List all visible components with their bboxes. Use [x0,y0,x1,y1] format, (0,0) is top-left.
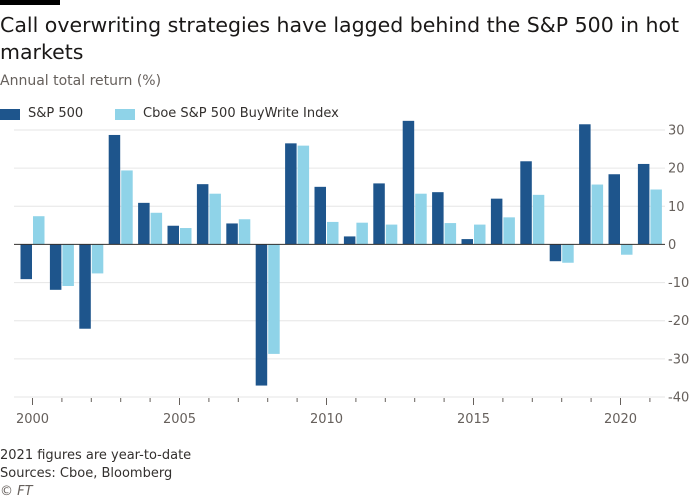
bar-buywrite-2012 [385,224,398,245]
bar-sp500-2008 [255,244,268,386]
bar-sp500-2010 [314,186,326,245]
bar-buywrite-2011 [356,222,368,245]
bar-buywrite-2003 [121,170,133,245]
bar-buywrite-2020 [621,244,633,255]
bar-sp500-2004 [138,202,150,245]
ft-brand-bar [0,0,60,5]
bar-buywrite-2004 [150,212,163,245]
bar-buywrite-2016 [503,217,515,245]
bar-sp500-2000 [20,244,32,280]
bar-sp500-2012 [373,183,385,245]
y-tick-label: 20 [668,162,685,177]
y-tick-label: 10 [668,200,685,215]
bar-buywrite-2009 [297,145,310,245]
bar-buywrite-2021 [650,189,662,245]
x-tick-label: 2010 [310,412,343,427]
bar-sp500-2019 [579,124,591,245]
legend-swatch-buywrite [115,109,135,120]
x-tick-label: 2020 [604,412,637,427]
y-tick-label: -40 [668,391,689,406]
bar-buywrite-2006 [209,193,221,245]
bar-buywrite-2014 [444,223,457,245]
bar-sp500-2014 [432,192,444,245]
bar-sp500-2011 [343,236,356,245]
bar-sp500-2003 [108,134,121,245]
ft-credit: © FT [0,484,33,499]
y-tick-label: -10 [668,276,689,291]
bar-buywrite-2002 [91,244,104,274]
bar-sp500-2018 [549,244,562,262]
source-line: Sources: Cboe, Bloomberg [0,466,173,481]
bar-sp500-2009 [285,143,297,245]
bar-sp500-2017 [520,161,532,245]
bar-buywrite-2010 [327,221,339,245]
bar-sp500-2001 [49,244,62,290]
bar-buywrite-2008 [268,244,280,354]
chart-title: Call overwriting strategies have lagged … [0,13,680,64]
bar-buywrite-2015 [474,224,486,245]
chart-subtitle: Annual total return (%) [0,73,162,89]
y-axis-ticks: 30 20 10 0 -10 -20 -30 -40 [668,124,689,406]
bar-sp500-2021 [637,163,650,245]
bar-buywrite-2018 [562,244,574,263]
bar-buywrite-2017 [532,194,545,245]
x-tick-label: 2000 [16,412,49,427]
y-tick-label: -30 [668,352,689,367]
y-tick-label: 0 [668,238,676,253]
bar-buywrite-2007 [238,219,251,245]
bar-buywrite-2019 [591,184,604,245]
y-tick-label: -20 [668,314,689,329]
bar-sp500-2002 [79,244,91,329]
bar-sp500-2013 [402,120,415,245]
bar-sp500-2006 [196,184,209,245]
x-tick-label: 2015 [457,412,490,427]
bar-buywrite-2005 [180,228,192,245]
bars-layer [20,120,662,386]
bar-sp500-2020 [608,174,620,245]
x-axis-ticks: 2000 2005 2010 2015 2020 [16,398,651,427]
bar-sp500-2015 [461,239,473,245]
bar-buywrite-2000 [33,216,45,245]
bar-sp500-2005 [167,225,179,245]
legend-swatch-sp500 [0,109,20,120]
y-tick-label: 30 [668,124,685,139]
bar-buywrite-2001 [62,244,74,287]
bar-buywrite-2013 [415,193,427,245]
bar-sp500-2016 [490,198,503,245]
legend-label-buywrite: Cboe S&P 500 BuyWrite Index [143,106,339,121]
bar-sp500-2007 [226,223,238,245]
grid-layer [14,129,665,398]
x-tick-label: 2005 [163,412,196,427]
footnote: 2021 figures are year-to-date [0,448,192,463]
legend-label-sp500: S&P 500 [28,106,84,121]
